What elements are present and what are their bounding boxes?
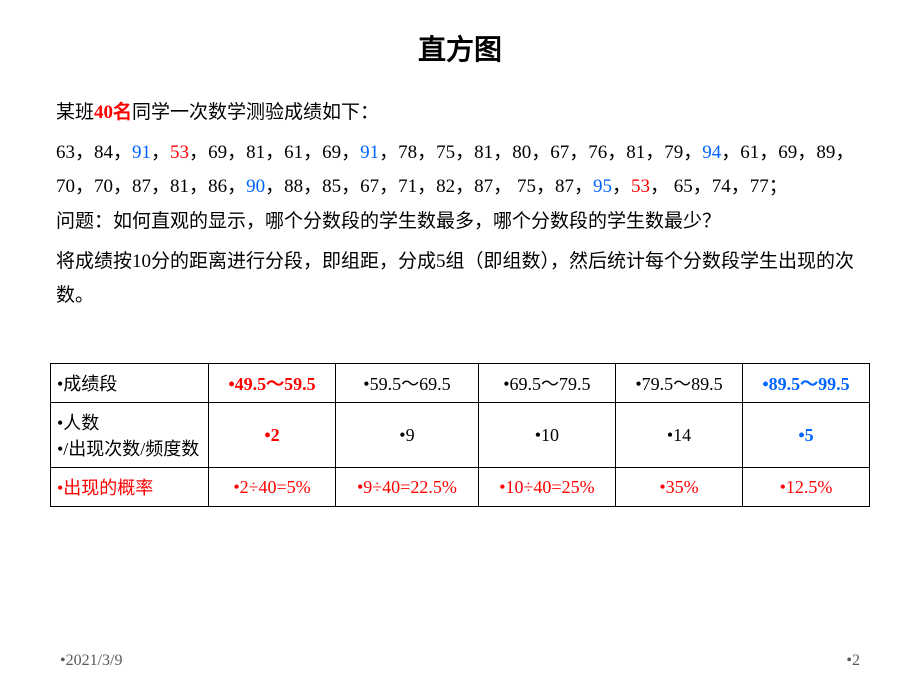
- score-value: 88: [284, 176, 303, 197]
- score-value: 65: [669, 176, 693, 197]
- score-value: 61: [740, 142, 759, 163]
- score-value: 80: [512, 142, 531, 163]
- row2-label: •人数 •/出现次数/频度数: [51, 403, 209, 468]
- count-cell: •9: [336, 403, 479, 468]
- score-value: 53: [631, 176, 650, 197]
- score-value: 75: [436, 142, 455, 163]
- score-value: 71: [398, 176, 417, 197]
- intro-prefix: 某班: [56, 102, 94, 123]
- score-value: 79: [664, 142, 683, 163]
- bin-cell: •89.5～99.5: [742, 364, 869, 403]
- score-value: 70: [94, 176, 113, 197]
- table-row-prob: •出现的概率 •2÷40=5% •9÷40=22.5% •10÷40=25% •…: [51, 468, 870, 507]
- prob-cell: •9÷40=22.5%: [336, 468, 479, 507]
- prob-cell: •12.5%: [742, 468, 869, 507]
- count-cell: •10: [478, 403, 615, 468]
- score-value: 63: [56, 142, 75, 163]
- score-value: 67: [550, 142, 569, 163]
- score-value: 70: [56, 176, 75, 197]
- score-value: 81: [246, 142, 265, 163]
- score-value: 74: [712, 176, 731, 197]
- bin-cell: •69.5～79.5: [478, 364, 615, 403]
- score-value: 84: [94, 142, 113, 163]
- footer-date: •2021/3/9: [60, 652, 123, 670]
- score-value: 89: [816, 142, 835, 163]
- count-cell: •14: [615, 403, 742, 468]
- score-value: 87: [132, 176, 151, 197]
- row2-label-l2: •/出现次数/频度数: [57, 439, 199, 459]
- page-title: 直方图: [50, 28, 870, 68]
- score-value: 75: [512, 176, 536, 197]
- score-value: 78: [398, 142, 417, 163]
- score-list: 63，84，91，53，69，81，61，69，91，78，75，81，80，6…: [56, 136, 870, 204]
- row3-label: •出现的概率: [51, 468, 209, 507]
- score-value: 91: [360, 142, 379, 163]
- score-value: 61: [284, 142, 303, 163]
- slide-footer: •2021/3/9 •2: [60, 652, 860, 670]
- score-value: 95: [593, 176, 612, 197]
- count-cell: •2: [209, 403, 336, 468]
- score-value: 76: [588, 142, 607, 163]
- score-value: 67: [360, 176, 379, 197]
- score-value: 94: [702, 142, 721, 163]
- score-value: 53: [170, 142, 189, 163]
- row1-label: •成绩段: [51, 364, 209, 403]
- bin-cell: •59.5～69.5: [336, 364, 479, 403]
- table-row-counts: •人数 •/出现次数/频度数 •2 •9 •10 •14 •5: [51, 403, 870, 468]
- score-value: 90: [246, 176, 265, 197]
- intro-count: 40名: [94, 102, 132, 123]
- score-value: 69: [322, 142, 341, 163]
- prob-cell: •2÷40=5%: [209, 468, 336, 507]
- score-value: 87: [474, 176, 493, 197]
- score-value: 85: [322, 176, 341, 197]
- question-line: 问题：如何直观的显示，哪个分数段的学生数最多，哪个分数段的学生数最少？: [56, 205, 870, 239]
- intro-line: 某班40名同学一次数学测验成绩如下：: [56, 96, 870, 130]
- row2-label-l1: •人数: [57, 413, 99, 433]
- score-value: 82: [436, 176, 455, 197]
- score-value: 87: [555, 176, 574, 197]
- score-value: 69: [778, 142, 797, 163]
- prob-cell: •10÷40=25%: [478, 468, 615, 507]
- explain-line: 将成绩按10分的距离进行分段，即组距，分成5组（即组数），然后统计每个分数段学生…: [56, 245, 870, 313]
- bin-cell: •79.5～89.5: [615, 364, 742, 403]
- score-value: 81: [474, 142, 493, 163]
- count-cell: •5: [742, 403, 869, 468]
- score-value: 77: [750, 176, 769, 197]
- score-value: 81: [626, 142, 645, 163]
- table-row-bins: •成绩段 •49.5～59.5 •59.5～69.5 •69.5～79.5 •7…: [51, 364, 870, 403]
- bin-cell: •49.5～59.5: [209, 364, 336, 403]
- score-value: 86: [208, 176, 227, 197]
- intro-suffix: 同学一次数学测验成绩如下：: [132, 102, 379, 123]
- prob-cell: •35%: [615, 468, 742, 507]
- frequency-table: •成绩段 •49.5～59.5 •59.5～69.5 •69.5～79.5 •7…: [50, 363, 870, 507]
- score-value: 69: [208, 142, 227, 163]
- footer-page: •2: [846, 652, 860, 670]
- score-value: 91: [132, 142, 151, 163]
- score-value: 81: [170, 176, 189, 197]
